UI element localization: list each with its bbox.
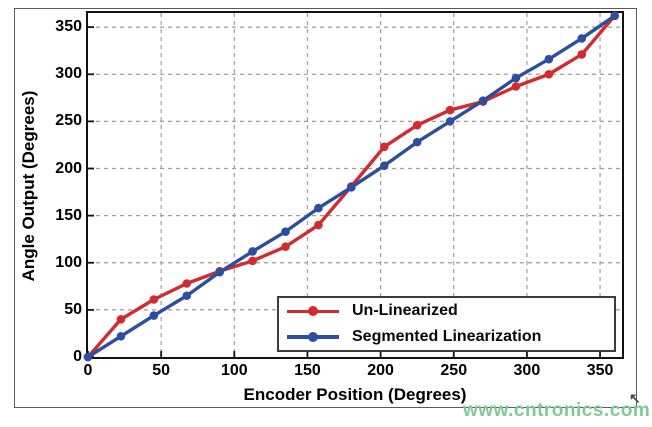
data-point-marker <box>248 256 257 266</box>
data-point-marker <box>577 34 587 43</box>
data-point-marker <box>379 161 389 170</box>
data-point-marker <box>412 137 422 147</box>
y-tick-label: 350 <box>55 18 82 36</box>
data-point-marker <box>347 183 356 192</box>
series-segmented-linearization <box>83 11 619 362</box>
legend-label-segmented: Segmented Linearization <box>352 327 542 345</box>
legend-sample-segmented <box>287 331 339 342</box>
data-point-marker <box>116 315 126 324</box>
data-point-marker <box>182 291 192 301</box>
data-point-marker <box>478 96 488 105</box>
data-point-marker <box>149 295 159 304</box>
x-tick-label: 200 <box>367 362 394 379</box>
data-point-marker <box>281 242 290 252</box>
data-point-marker <box>314 203 323 213</box>
data-point-marker <box>577 50 587 59</box>
x-tick-label: 50 <box>152 362 171 379</box>
data-point-marker <box>412 120 422 130</box>
data-point-marker <box>379 142 389 152</box>
x-axis-title: Encoder Position (Degrees) <box>243 385 467 404</box>
data-point-marker <box>610 11 619 21</box>
y-tick-label: 300 <box>55 65 82 83</box>
x-tick-label: 300 <box>513 362 541 379</box>
x-tick-label: 250 <box>440 362 468 379</box>
legend: Un-Linearized Segmented Linearization <box>277 296 616 352</box>
y-tick-label: 0 <box>73 348 82 365</box>
y-tick-label: 250 <box>55 112 82 130</box>
y-tick-label: 200 <box>55 159 82 177</box>
data-point-marker <box>511 73 521 83</box>
data-point-marker <box>248 247 257 256</box>
mouse-cursor-icon: ↖ <box>629 390 641 406</box>
y-axis-title: Angle Output (Degrees) <box>19 90 38 282</box>
x-tick-label: 350 <box>586 362 614 379</box>
data-point-marker <box>281 227 290 236</box>
legend-sample-unlinearized <box>287 306 339 317</box>
y-tick-label: 100 <box>55 253 82 271</box>
y-tick-label: 150 <box>55 206 82 224</box>
data-point-marker <box>83 352 93 362</box>
data-point-marker <box>544 69 554 79</box>
data-point-marker <box>149 311 159 320</box>
data-point-marker <box>544 54 554 64</box>
data-point-marker <box>511 82 521 91</box>
data-point-marker <box>314 220 323 230</box>
legend-item-unlinearized: Un-Linearized <box>287 300 606 323</box>
legend-item-segmented: Segmented Linearization <box>287 326 606 349</box>
data-point-marker <box>116 331 126 341</box>
x-tick-label: 0 <box>83 362 93 379</box>
y-tick-label: 50 <box>64 300 82 318</box>
data-point-marker <box>445 105 455 115</box>
x-tick-label: 100 <box>220 362 248 379</box>
data-point-marker <box>182 279 192 288</box>
data-point-marker <box>215 267 224 277</box>
x-tick-label: 150 <box>294 362 321 379</box>
legend-label-unlinearized: Un-Linearized <box>352 302 458 320</box>
blue-dot-marker-icon <box>308 331 318 342</box>
data-point-marker <box>445 117 455 126</box>
watermark: www.cntronics.com <box>463 400 651 421</box>
red-dot-marker-icon <box>308 306 318 317</box>
